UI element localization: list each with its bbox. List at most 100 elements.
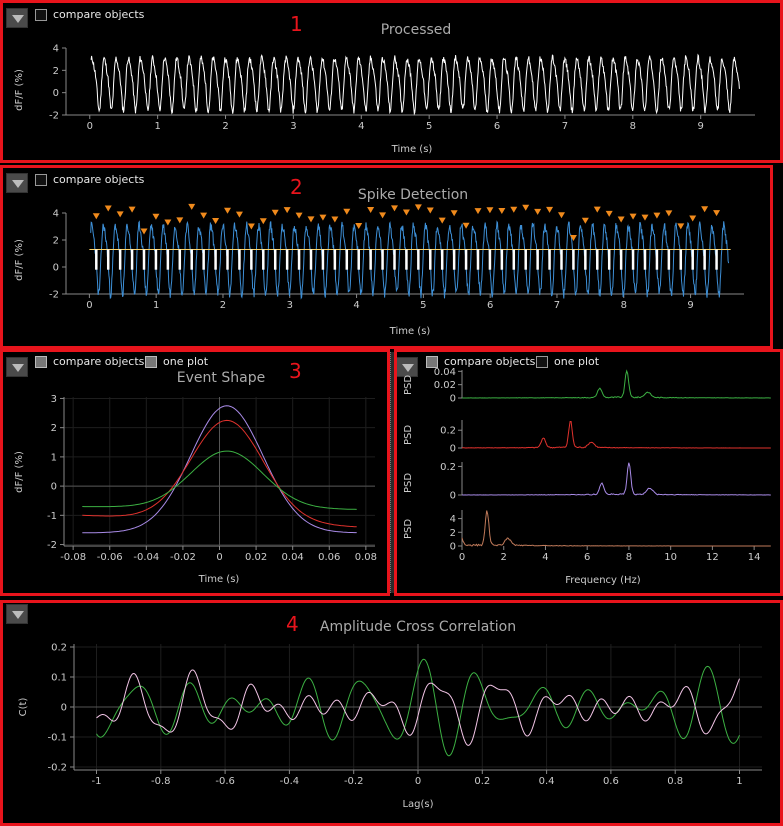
y-tick-label: -2 (49, 290, 59, 301)
purple-psd-line (461, 462, 771, 496)
spike-marker (247, 223, 255, 230)
y-tick-label: 0 (450, 394, 456, 405)
spike-marker (104, 205, 112, 212)
processed-chart: 0 1 2 3 4 5 6 7 8 9 -2 0 2 4 dF/F (%) Time (s) (14, 44, 755, 155)
spike-marker (355, 222, 363, 229)
panel-spike-detection: compare objects 2 Spike Detection 0 1 2 3 4 5… (0, 165, 773, 349)
y-tick-label: 0.2 (440, 426, 456, 437)
y-tick-label: -0.1 (47, 733, 67, 744)
y-tick-label: 0 (450, 542, 456, 553)
panel-psd: compare objects one plot 0 2 4 6 8 10 12 14 0 0.0… (394, 349, 783, 596)
panel-number: 1 (290, 12, 303, 36)
checkbox-box[interactable] (145, 355, 157, 368)
psd-label: PSD (403, 375, 414, 395)
compare-objects-label: compare objects (53, 355, 145, 368)
spike-marker (116, 211, 124, 218)
psd-label: PSD (403, 519, 414, 539)
x-tick-label: 0 (87, 121, 93, 132)
spike-marker (569, 235, 577, 242)
collapse-toggle-icon[interactable] (6, 604, 28, 624)
collapse-toggle-icon[interactable] (6, 173, 28, 193)
x-tick-label: 0.4 (539, 776, 555, 787)
x-tick-label: 6 (487, 300, 493, 311)
y-tick-label: 0 (61, 703, 67, 714)
spike-marker (295, 212, 303, 219)
spike-chart: 0 1 2 3 4 5 6 7 8 9 -2 0 2 4 dF/F (%) Time (s) (14, 203, 744, 337)
y-tick-label: -2 (49, 111, 59, 122)
green-psd-line (462, 369, 771, 399)
spike-marker (343, 208, 351, 215)
x-tick-label: 8 (621, 300, 627, 311)
y-axis-label: C(t) (18, 698, 29, 717)
event-shape-chart: -0.08 -0.06 -0.04 -0.02 0 0.02 0.04 0.06 0.08 -2 -… (14, 394, 377, 585)
spike-marker (510, 206, 518, 213)
spike-marker (665, 210, 673, 217)
spike-marker (283, 207, 291, 214)
x-tick-label: 4 (542, 552, 548, 563)
x-tick-label: 8 (630, 121, 636, 132)
checkbox-box[interactable] (35, 8, 47, 21)
x-tick-label: -0.04 (133, 552, 159, 563)
panel-number: 4 (286, 612, 299, 636)
one-plot-checkbox[interactable]: one plot (536, 355, 599, 368)
x-tick-label: 10 (664, 552, 677, 563)
x-tick-label: -1 (92, 776, 102, 787)
y-tick-label: 3 (51, 394, 57, 405)
one-plot-label: one plot (554, 355, 600, 368)
spike-marker (164, 219, 172, 226)
x-tick-label: 6 (584, 552, 590, 563)
x-tick-label: 7 (554, 300, 560, 311)
checkbox-box[interactable] (35, 355, 47, 368)
y-axis-label: dF/F (%) (14, 69, 25, 111)
panel-number: 3 (289, 359, 302, 383)
collapse-toggle-icon[interactable] (6, 8, 28, 28)
spike-marker (176, 217, 184, 224)
green-correlation-line (96, 658, 740, 757)
one-plot-checkbox[interactable]: one plot (145, 355, 208, 368)
spike-marker (534, 208, 542, 215)
plot-title: Amplitude Cross Correlation (319, 619, 517, 635)
compare-objects-label: compare objects (53, 173, 145, 186)
compare-objects-checkbox[interactable]: compare objects (35, 8, 144, 21)
x-axis-label: Time (s) (198, 574, 240, 585)
spike-marker (474, 208, 482, 215)
x-tick-label: 0.02 (245, 552, 267, 563)
green-event-shape-line (82, 450, 357, 510)
spike-marker (367, 206, 375, 213)
y-tick-label: 0.2 (440, 462, 456, 473)
spike-marker (581, 217, 589, 224)
collapse-toggle-icon[interactable] (6, 357, 28, 377)
checkbox-box[interactable] (426, 355, 438, 368)
x-tick-label: -0.02 (170, 552, 196, 563)
compare-objects-checkbox[interactable]: compare objects (426, 355, 535, 368)
spike-marker (450, 210, 458, 217)
splitter-handle[interactable] (390, 352, 395, 593)
x-tick-label: 9 (698, 121, 704, 132)
x-tick-label: 5 (426, 121, 432, 132)
x-axis-label: Lag(s) (402, 799, 433, 810)
x-tick-label: 4 (353, 300, 359, 311)
pink-correlation-line (96, 669, 740, 746)
spike-marker (188, 203, 196, 210)
spike-marker (92, 213, 100, 220)
x-tick-label: -0.06 (97, 552, 123, 563)
spike-marker (271, 209, 279, 216)
compare-objects-checkbox[interactable]: compare objects (35, 173, 144, 186)
y-tick-label: 0 (450, 491, 456, 502)
checkbox-box[interactable] (35, 173, 47, 186)
y-tick-label: 2 (53, 236, 59, 247)
panel-event-shape: compare objects one plot 3 Event Shape -… (0, 349, 390, 596)
checkbox-box[interactable] (536, 355, 548, 368)
x-tick-label: 1 (154, 121, 160, 132)
compare-objects-checkbox[interactable]: compare objects (35, 355, 144, 368)
spike-marker (677, 223, 685, 230)
spike-marker (498, 207, 506, 214)
spike-marker (617, 216, 625, 223)
spike-marker (546, 206, 554, 213)
x-tick-label: 0 (415, 776, 421, 787)
compare-objects-label: compare objects (444, 355, 536, 368)
y-tick-label: 1 (51, 452, 57, 463)
spike-marker (486, 207, 494, 214)
y-axis-label: dF/F (%) (14, 239, 25, 281)
